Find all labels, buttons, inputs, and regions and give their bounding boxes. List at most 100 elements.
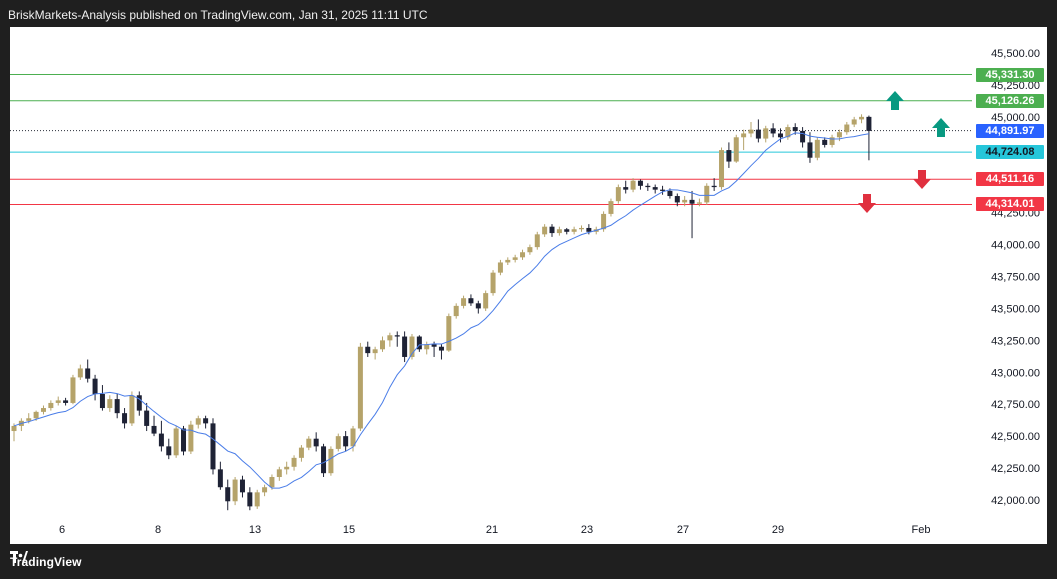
- candle-body: [203, 418, 209, 424]
- brand-name: TradingView: [10, 555, 82, 569]
- candle-body: [239, 479, 245, 493]
- candle-body: [136, 395, 142, 411]
- candle-body: [387, 335, 393, 341]
- candle-body: [306, 438, 312, 448]
- time-axis-label: 13: [249, 524, 261, 536]
- candle-body: [763, 128, 769, 139]
- candle-body: [313, 438, 319, 447]
- price-tag-resistance-1: 45,126.26: [976, 93, 1044, 108]
- candle-body: [475, 303, 481, 309]
- price-axis-label: 43,250.00: [991, 335, 1040, 347]
- candle-body: [645, 185, 651, 188]
- arrow-up-icon[interactable]: [886, 91, 904, 110]
- candle-body: [711, 185, 717, 188]
- candle-body: [682, 199, 688, 203]
- candle-body: [461, 298, 467, 306]
- candle-body: [70, 377, 76, 403]
- candle-body: [424, 344, 430, 350]
- candle-body: [195, 418, 201, 425]
- candle-body: [770, 128, 776, 134]
- candle-body: [48, 402, 54, 409]
- candle-body: [357, 346, 363, 429]
- candle-body: [497, 262, 503, 273]
- candle-body: [144, 410, 150, 426]
- candle-body: [416, 336, 422, 350]
- candle-body: [63, 400, 69, 403]
- price-tag-current-price: 44,891.97: [976, 123, 1044, 138]
- price-axis-label: 42,750.00: [991, 399, 1040, 411]
- candle-body: [107, 399, 113, 409]
- candle-body: [335, 436, 341, 449]
- candle-body: [755, 129, 761, 139]
- candle-body: [453, 305, 459, 317]
- candle-body: [350, 428, 356, 447]
- candle-body: [254, 492, 260, 507]
- candle-body: [181, 428, 187, 452]
- candle-body: [276, 469, 282, 478]
- candle-body: [520, 252, 526, 258]
- candle-body: [55, 400, 61, 403]
- candle-body: [11, 425, 17, 432]
- price-axis-label: 42,500.00: [991, 431, 1040, 443]
- candle-body: [33, 411, 39, 419]
- candle-body: [608, 201, 614, 214]
- candle-body: [814, 139, 820, 158]
- candle-body: [328, 448, 334, 474]
- candle-body: [564, 229, 570, 232]
- candle-body: [438, 346, 444, 351]
- candle-body: [431, 344, 437, 347]
- candle-body: [836, 132, 842, 138]
- arrow-up-icon[interactable]: [932, 118, 950, 137]
- candle-body: [733, 137, 739, 162]
- candle-body: [660, 189, 666, 191]
- candle-body: [40, 408, 46, 412]
- candle-body: [365, 346, 371, 354]
- candle-body: [269, 477, 275, 488]
- candle-body: [859, 116, 865, 120]
- price-axis-label: 45,500.00: [991, 48, 1040, 60]
- candle-body: [866, 116, 872, 131]
- time-axis-label: 15: [343, 524, 355, 536]
- candle-body: [129, 395, 135, 424]
- candle-body: [851, 119, 857, 125]
- price-axis-label: 42,000.00: [991, 495, 1040, 507]
- candle-body: [542, 226, 548, 235]
- candle-body: [630, 180, 636, 190]
- candle-body: [85, 368, 91, 379]
- tradingview-logo-icon[interactable]: [10, 551, 28, 563]
- arrow-down-icon[interactable]: [913, 170, 931, 189]
- candle-body: [77, 368, 83, 378]
- moving-average-line: [13, 132, 870, 489]
- price-tag-support-2: 44,314.01: [976, 197, 1044, 212]
- candle-body: [151, 425, 157, 434]
- price-tag-pivot: 44,724.08: [976, 145, 1044, 160]
- time-axis-label: 27: [677, 524, 689, 536]
- candle-body: [527, 247, 533, 253]
- candle-body: [394, 335, 400, 337]
- candle-body: [741, 133, 747, 138]
- candle-body: [800, 130, 806, 143]
- candlestick-chart[interactable]: 45,500.0045,250.0045,000.0044,750.0044,5…: [10, 27, 1047, 544]
- price-axis-label: 42,250.00: [991, 463, 1040, 475]
- price-axis-label: 45,000.00: [991, 112, 1040, 124]
- chart-area[interactable]: 45,500.0045,250.0045,000.0044,750.0044,5…: [10, 27, 1047, 544]
- footer: TradingView: [10, 551, 82, 573]
- candle-body: [505, 259, 511, 263]
- arrow-down-icon[interactable]: [858, 194, 876, 213]
- time-axis-label: 23: [581, 524, 593, 536]
- candle-body: [284, 466, 290, 470]
- price-tag-resistance-2: 45,331.30: [976, 67, 1044, 82]
- candle-body: [217, 469, 223, 488]
- candle-body: [446, 316, 452, 351]
- price-axis-label: 45,250.00: [991, 80, 1040, 92]
- time-axis-label: 21: [486, 524, 498, 536]
- candle-body: [158, 433, 164, 447]
- candle-body: [726, 150, 732, 162]
- publisher-header: BriskMarkets-Analysis published on Tradi…: [8, 8, 428, 22]
- candle-body: [173, 428, 179, 456]
- candle-body: [225, 487, 231, 502]
- candle-body: [166, 446, 172, 456]
- candle-body: [578, 227, 584, 230]
- candle-body: [689, 199, 695, 204]
- candle-body: [262, 487, 268, 493]
